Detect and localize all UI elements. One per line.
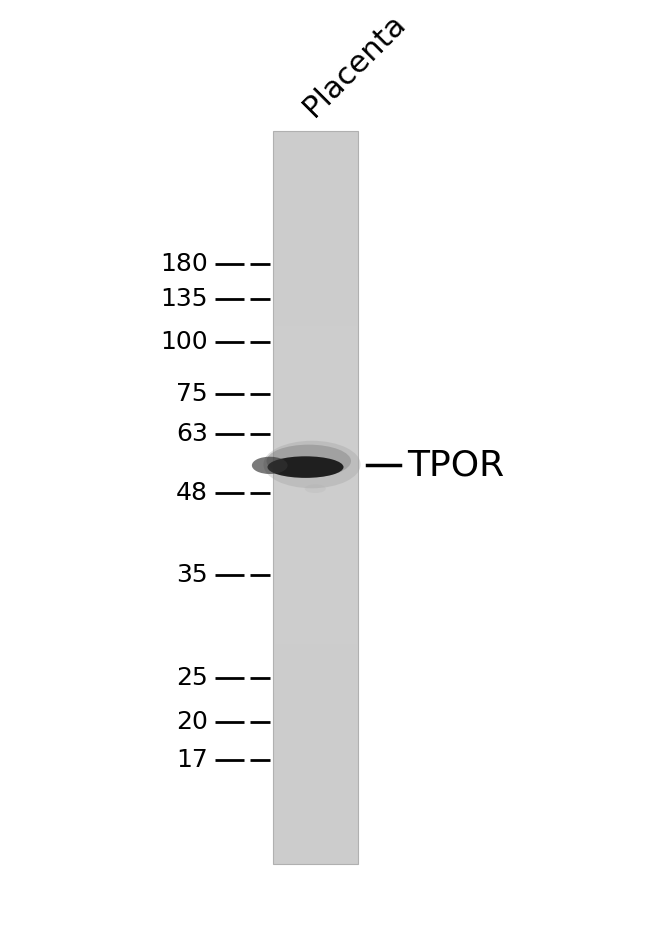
Bar xyxy=(273,301,358,327)
Bar xyxy=(273,229,358,253)
Bar xyxy=(273,204,358,229)
Bar xyxy=(273,473,358,497)
Text: 63: 63 xyxy=(176,423,208,446)
Bar xyxy=(273,522,358,546)
Text: 48: 48 xyxy=(176,481,208,505)
Bar xyxy=(273,546,358,571)
Bar xyxy=(273,131,358,864)
Text: Placenta: Placenta xyxy=(298,8,411,122)
Ellipse shape xyxy=(266,445,351,478)
Bar xyxy=(273,497,358,522)
Ellipse shape xyxy=(305,484,326,493)
Text: 180: 180 xyxy=(161,252,208,276)
Text: TPOR: TPOR xyxy=(408,449,504,482)
Text: 35: 35 xyxy=(176,563,208,587)
Bar xyxy=(273,790,358,815)
Bar xyxy=(273,840,358,864)
Bar xyxy=(273,815,358,840)
Ellipse shape xyxy=(268,456,343,478)
Bar xyxy=(273,668,358,693)
Bar xyxy=(273,179,358,204)
Bar xyxy=(273,766,358,790)
Bar xyxy=(273,399,358,424)
Bar xyxy=(273,131,358,155)
Bar xyxy=(273,351,358,375)
Bar xyxy=(273,155,358,179)
Bar xyxy=(273,375,358,399)
Bar xyxy=(273,595,358,620)
Text: 17: 17 xyxy=(176,748,208,773)
Ellipse shape xyxy=(263,440,361,488)
Text: 20: 20 xyxy=(176,710,208,733)
Text: 25: 25 xyxy=(176,666,208,690)
Bar xyxy=(273,253,358,277)
Text: 135: 135 xyxy=(161,286,208,311)
Bar xyxy=(273,620,358,644)
Text: 75: 75 xyxy=(176,382,208,406)
Bar xyxy=(273,449,358,473)
Bar xyxy=(273,277,358,301)
Bar xyxy=(273,644,358,668)
Bar xyxy=(273,424,358,449)
Ellipse shape xyxy=(252,457,287,474)
Text: 100: 100 xyxy=(161,330,208,354)
Bar xyxy=(273,571,358,595)
Bar xyxy=(273,327,358,351)
Bar xyxy=(273,742,358,766)
Bar xyxy=(273,693,358,717)
Bar xyxy=(273,717,358,742)
